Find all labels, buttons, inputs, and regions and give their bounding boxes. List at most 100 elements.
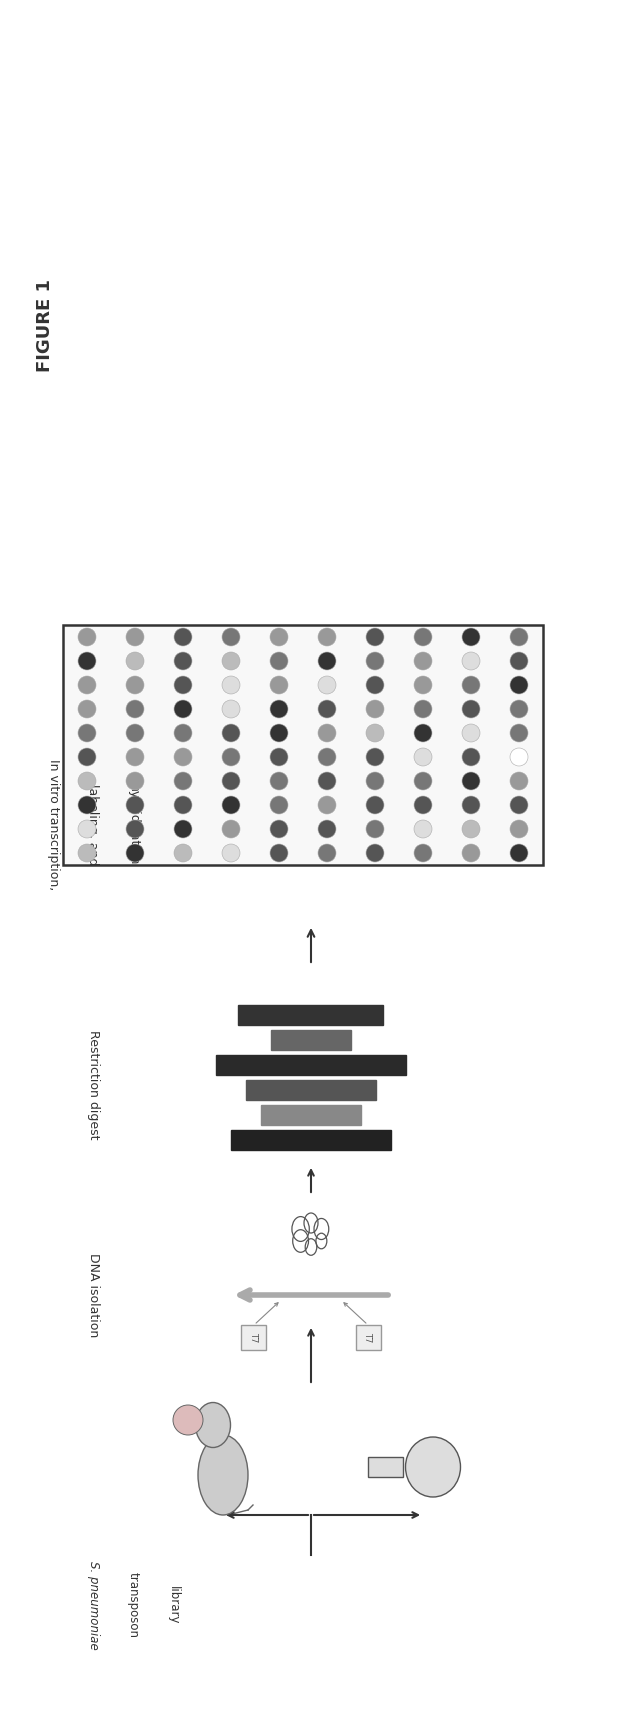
Circle shape (510, 844, 528, 862)
Polygon shape (238, 1006, 383, 1025)
Circle shape (318, 628, 336, 645)
Ellipse shape (196, 1402, 231, 1447)
Ellipse shape (198, 1435, 248, 1515)
Polygon shape (246, 1080, 376, 1101)
Polygon shape (216, 1056, 406, 1075)
Circle shape (510, 724, 528, 742)
Circle shape (462, 724, 480, 742)
Polygon shape (368, 1458, 403, 1477)
Circle shape (78, 676, 96, 693)
Circle shape (318, 676, 336, 693)
Circle shape (270, 700, 288, 718)
Circle shape (174, 724, 192, 742)
Circle shape (414, 628, 432, 645)
Text: T7: T7 (363, 1332, 373, 1342)
Circle shape (174, 749, 192, 766)
Circle shape (510, 628, 528, 645)
Circle shape (222, 724, 240, 742)
Circle shape (126, 773, 144, 790)
Circle shape (366, 724, 384, 742)
Circle shape (173, 1404, 203, 1435)
Polygon shape (356, 1325, 381, 1351)
Circle shape (366, 819, 384, 838)
Circle shape (510, 773, 528, 790)
Circle shape (510, 749, 528, 766)
Circle shape (270, 749, 288, 766)
Circle shape (510, 700, 528, 718)
Circle shape (366, 700, 384, 718)
Circle shape (366, 773, 384, 790)
Circle shape (510, 795, 528, 814)
Circle shape (270, 628, 288, 645)
Polygon shape (63, 624, 543, 864)
Circle shape (414, 749, 432, 766)
Circle shape (510, 652, 528, 669)
Circle shape (78, 724, 96, 742)
Circle shape (318, 773, 336, 790)
Circle shape (462, 628, 480, 645)
Circle shape (366, 749, 384, 766)
Circle shape (222, 749, 240, 766)
Circle shape (318, 652, 336, 669)
Circle shape (222, 652, 240, 669)
Circle shape (318, 795, 336, 814)
Text: Restriction digest: Restriction digest (87, 1030, 100, 1140)
Polygon shape (271, 1030, 351, 1051)
Circle shape (78, 749, 96, 766)
Circle shape (222, 819, 240, 838)
Circle shape (270, 795, 288, 814)
Circle shape (510, 819, 528, 838)
Circle shape (414, 844, 432, 862)
Polygon shape (231, 1130, 391, 1151)
Circle shape (462, 652, 480, 669)
Circle shape (126, 795, 144, 814)
Circle shape (174, 844, 192, 862)
Circle shape (414, 652, 432, 669)
Circle shape (174, 795, 192, 814)
Circle shape (318, 749, 336, 766)
Polygon shape (261, 1106, 361, 1125)
Text: library: library (166, 1585, 179, 1625)
Circle shape (174, 652, 192, 669)
Text: S. pneumoniae: S. pneumoniae (87, 1561, 100, 1649)
Circle shape (126, 652, 144, 669)
Circle shape (78, 652, 96, 669)
Circle shape (78, 700, 96, 718)
Circle shape (462, 819, 480, 838)
Circle shape (78, 795, 96, 814)
Circle shape (270, 819, 288, 838)
Circle shape (366, 844, 384, 862)
Ellipse shape (406, 1437, 460, 1497)
Text: In vitro transcription,: In vitro transcription, (47, 759, 60, 890)
Text: FIGURE 1: FIGURE 1 (36, 278, 54, 371)
Circle shape (126, 724, 144, 742)
Circle shape (126, 844, 144, 862)
Circle shape (222, 628, 240, 645)
Circle shape (222, 700, 240, 718)
Circle shape (414, 676, 432, 693)
Circle shape (222, 844, 240, 862)
FancyArrowPatch shape (240, 1290, 388, 1301)
Circle shape (174, 819, 192, 838)
Circle shape (414, 795, 432, 814)
Circle shape (126, 749, 144, 766)
Circle shape (318, 819, 336, 838)
Circle shape (462, 773, 480, 790)
Circle shape (414, 724, 432, 742)
Circle shape (270, 652, 288, 669)
Circle shape (318, 724, 336, 742)
Circle shape (270, 773, 288, 790)
Text: DNA isolation: DNA isolation (87, 1252, 100, 1337)
Circle shape (366, 795, 384, 814)
Circle shape (366, 676, 384, 693)
Circle shape (222, 773, 240, 790)
Circle shape (414, 773, 432, 790)
Circle shape (174, 773, 192, 790)
Text: labeling, and: labeling, and (87, 785, 100, 866)
Circle shape (318, 844, 336, 862)
Circle shape (78, 819, 96, 838)
Circle shape (174, 628, 192, 645)
Circle shape (270, 844, 288, 862)
Circle shape (270, 676, 288, 693)
Circle shape (78, 773, 96, 790)
